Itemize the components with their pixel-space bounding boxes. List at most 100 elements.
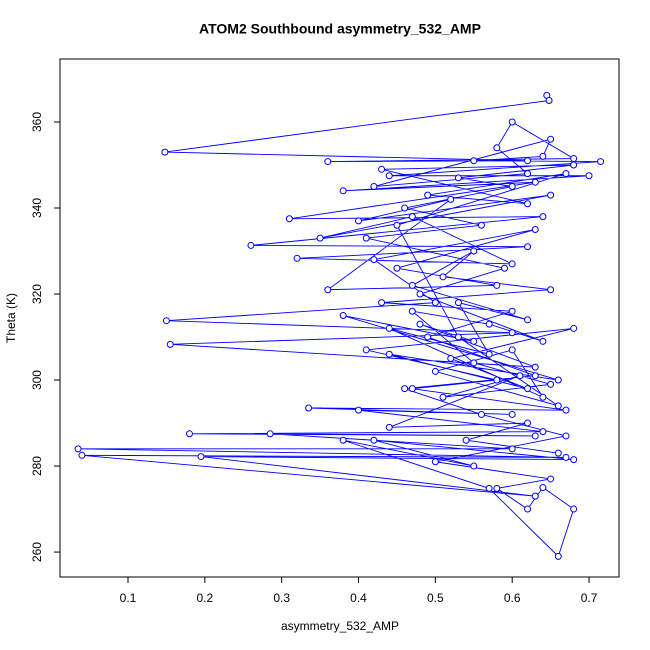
- y-axis-title: Theta (K): [4, 293, 18, 343]
- data-point: [74, 445, 82, 453]
- x-tick-label: 0.3: [273, 591, 290, 605]
- data-point: [524, 170, 532, 178]
- y-tick-label: 340: [30, 198, 44, 218]
- data-point: [531, 178, 539, 186]
- y-tick-label: 280: [30, 456, 44, 476]
- data-point: [554, 449, 562, 457]
- data-point: [597, 158, 605, 166]
- data-point: [439, 393, 447, 401]
- data-point: [570, 324, 578, 332]
- data-point: [447, 355, 455, 363]
- data-point: [355, 406, 363, 414]
- data-point: [78, 451, 86, 459]
- x-tick-label: 0.4: [350, 591, 367, 605]
- data-point: [508, 410, 516, 418]
- data-point: [385, 172, 393, 180]
- data-point: [524, 385, 532, 393]
- data-point: [562, 453, 570, 461]
- x-tick-label: 0.7: [581, 591, 598, 605]
- data-point: [362, 234, 370, 242]
- data-point: [493, 484, 501, 492]
- data-point: [508, 346, 516, 354]
- data-point: [470, 359, 478, 367]
- data-point: [539, 213, 547, 221]
- data-point: [547, 475, 555, 483]
- data-point: [424, 191, 432, 199]
- data-point: [554, 376, 562, 384]
- data-point: [439, 273, 447, 281]
- data-point: [477, 221, 485, 229]
- data-point: [570, 155, 578, 163]
- data-point: [547, 286, 555, 294]
- data-point: [508, 329, 516, 337]
- data-point: [554, 402, 562, 410]
- data-point: [385, 324, 393, 332]
- data-point: [185, 430, 193, 438]
- data-point: [385, 423, 393, 431]
- data-point: [385, 350, 393, 358]
- data-point: [416, 290, 424, 298]
- data-point: [493, 376, 501, 384]
- data-point: [531, 432, 539, 440]
- y-tick-label: 260: [30, 542, 44, 562]
- x-tick-label: 0.6: [504, 591, 521, 605]
- data-point: [408, 213, 416, 221]
- x-axis-title: asymmetry_532_AMP: [281, 619, 399, 633]
- data-point: [431, 299, 439, 307]
- data-point: [570, 456, 578, 464]
- y-tick-label: 320: [30, 284, 44, 304]
- data-point: [447, 195, 455, 203]
- data-point: [508, 445, 516, 453]
- data-point: [531, 226, 539, 234]
- data-point: [316, 234, 324, 242]
- data-point: [485, 320, 493, 328]
- data-point: [470, 247, 478, 255]
- data-point: [370, 183, 378, 191]
- data-point: [524, 419, 532, 427]
- data-point: [547, 191, 555, 199]
- data-point: [562, 170, 570, 178]
- plot-frame: [59, 58, 620, 578]
- data-point: [431, 458, 439, 466]
- data-point: [493, 144, 501, 152]
- data-point: [570, 161, 578, 169]
- data-point: [554, 552, 562, 560]
- data-point: [266, 430, 274, 438]
- data-point: [454, 299, 462, 307]
- data-point: [378, 299, 386, 307]
- data-point: [539, 484, 547, 492]
- data-point: [393, 264, 401, 272]
- data-point: [485, 350, 493, 358]
- data-point: [161, 148, 169, 156]
- data-point: [324, 158, 332, 166]
- data-point: [531, 372, 539, 380]
- data-point: [508, 307, 516, 315]
- data-point: [355, 217, 363, 225]
- data-point: [424, 333, 432, 341]
- data-point: [247, 241, 255, 249]
- data-point: [539, 393, 547, 401]
- data-point: [370, 436, 378, 444]
- data-point: [416, 320, 424, 328]
- data-point: [470, 157, 478, 165]
- data-point: [485, 484, 493, 492]
- data-point: [197, 453, 205, 461]
- data-point: [539, 428, 547, 436]
- data-point: [162, 317, 170, 325]
- data-point: [570, 505, 578, 513]
- data-point: [477, 410, 485, 418]
- data-point: [408, 385, 416, 393]
- data-point: [493, 281, 501, 289]
- data-point: [378, 165, 386, 173]
- data-point: [470, 462, 478, 470]
- data-point: [293, 254, 301, 262]
- data-point: [401, 385, 409, 393]
- data-point: [508, 118, 516, 126]
- data-point: [585, 172, 593, 180]
- data-point: [166, 340, 174, 348]
- data-point: [545, 97, 553, 105]
- data-point: [524, 316, 532, 324]
- data-point: [562, 432, 570, 440]
